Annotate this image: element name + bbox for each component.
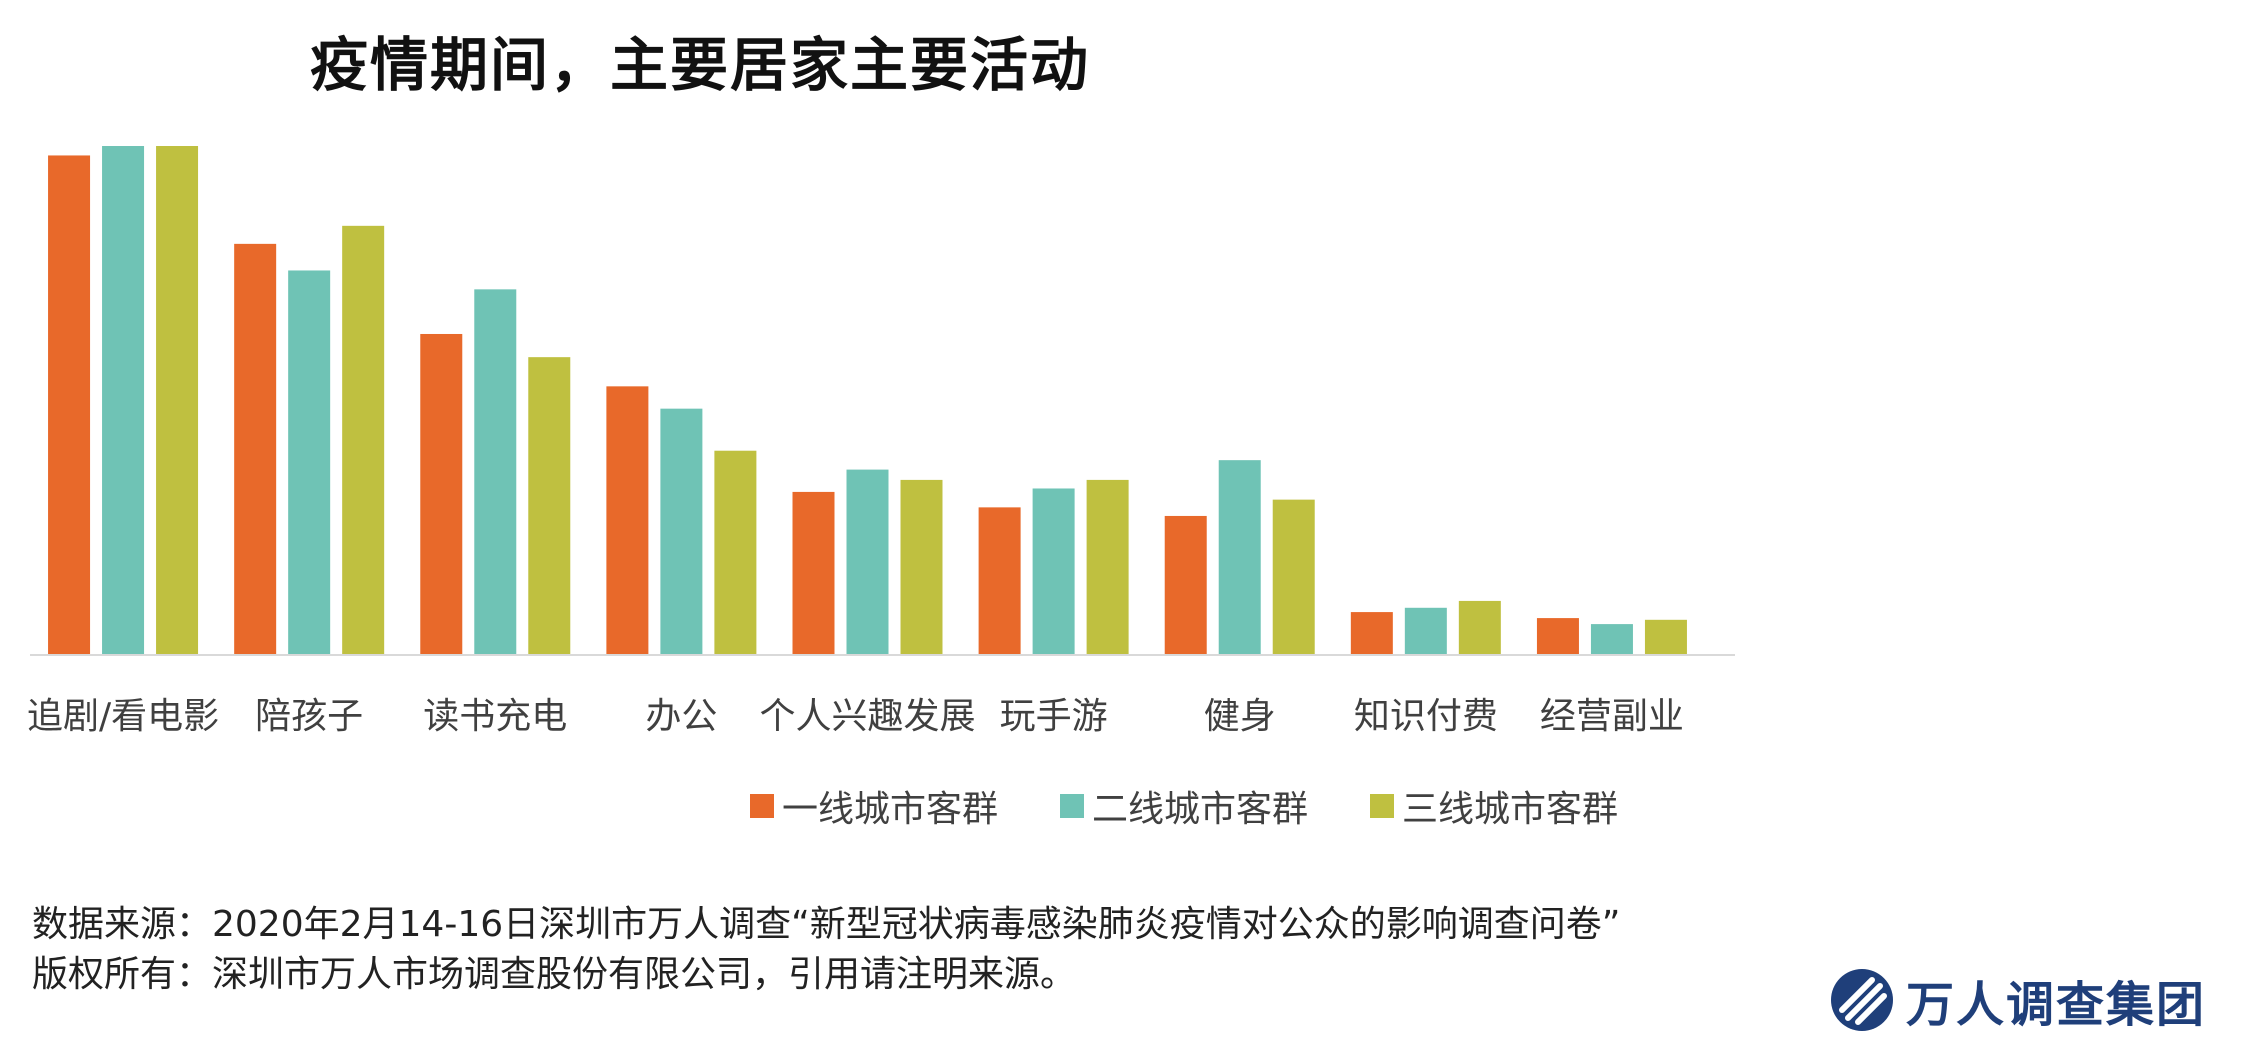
- x-tick-label: 健身: [1204, 696, 1276, 737]
- x-tick-label: 经营副业: [1540, 696, 1684, 737]
- bar-1-3: [420, 333, 463, 655]
- x-tick-label: 玩手游: [1000, 696, 1108, 737]
- legend-label: 三线城市客群: [1402, 789, 1619, 830]
- legend-item-2: 二线城市客群: [1059, 780, 1308, 832]
- bar-1-7: [1164, 515, 1207, 655]
- bar-1-6: [978, 507, 1021, 655]
- company-logo: 万人调查集团: [1828, 965, 2206, 1035]
- bar-1-1: [48, 155, 91, 655]
- x-tick-label: 个人兴趣发展: [759, 696, 975, 737]
- x-tick-label: 读书充电: [423, 696, 567, 737]
- bar-3-3: [528, 357, 571, 655]
- bar-2-7: [1218, 460, 1261, 655]
- x-tick-label: 陪孩子: [255, 696, 363, 737]
- bar-3-4: [714, 450, 757, 655]
- bar-3-7: [1272, 499, 1315, 655]
- x-tick-label: 知识付费: [1354, 696, 1498, 737]
- logo-text: 万人调查集团: [1906, 977, 2207, 1033]
- bar-1-5: [792, 491, 835, 655]
- bar-2-9: [1590, 624, 1633, 655]
- x-tick-label: 追剧/看电影: [27, 696, 219, 737]
- bar-3-1: [156, 146, 199, 655]
- bars-group: [48, 146, 1687, 656]
- legend-item-1: 一线城市客群: [749, 780, 998, 832]
- bar-chart: 追剧/看电影 陪孩子 读书充电 办公 个人兴趣发展 玩手游 健身 知识付费 经营副业: [27, 146, 1735, 737]
- legend-item-3: 三线城市客群: [1370, 780, 1618, 832]
- legend: 一线城市客群 二线城市客群 三线城市客群: [0, 780, 2248, 832]
- bar-1-9: [1536, 618, 1579, 655]
- bar-2-2: [288, 270, 331, 655]
- bar-1-8: [1350, 612, 1393, 655]
- bar-3-9: [1644, 619, 1687, 655]
- bar-3-5: [900, 479, 943, 655]
- copyright-text: 版权所有：深圳市万人市场调查股份有限公司，引用请注明来源。: [32, 954, 1077, 995]
- legend-swatch: [1370, 794, 1394, 818]
- data-source-text: 数据来源：2020年2月14-16日深圳市万人调查“新型冠状病毒感染肺炎疫情对公…: [32, 904, 1621, 945]
- bar-1-2: [234, 243, 277, 655]
- bar-2-3: [474, 289, 517, 655]
- legend-swatch: [1059, 794, 1084, 818]
- chart-title: 疫情期间，主要居家主要活动: [309, 31, 1090, 99]
- legend-label: 一线城市客群: [781, 789, 998, 830]
- logo-mark-icon: [1831, 969, 1893, 1031]
- legend-swatch: [749, 794, 774, 818]
- footer-text: 数据来源：2020年2月14-16日深圳市万人调查“新型冠状病毒感染肺炎疫情对公…: [32, 900, 1620, 1000]
- bar-2-1: [102, 146, 145, 655]
- x-axis-labels: 追剧/看电影 陪孩子 读书充电 办公 个人兴趣发展 玩手游 健身 知识付费 经营副业: [27, 696, 1684, 737]
- bar-3-6: [1086, 479, 1129, 655]
- bar-3-8: [1458, 600, 1501, 655]
- bar-2-5: [846, 469, 889, 655]
- bar-1-4: [606, 386, 649, 655]
- bar-2-6: [1032, 488, 1075, 655]
- bar-3-2: [342, 225, 385, 656]
- legend-label: 二线城市客群: [1091, 789, 1308, 830]
- bar-2-4: [660, 408, 703, 655]
- bar-2-8: [1404, 607, 1447, 655]
- x-tick-label: 办公: [645, 696, 717, 737]
